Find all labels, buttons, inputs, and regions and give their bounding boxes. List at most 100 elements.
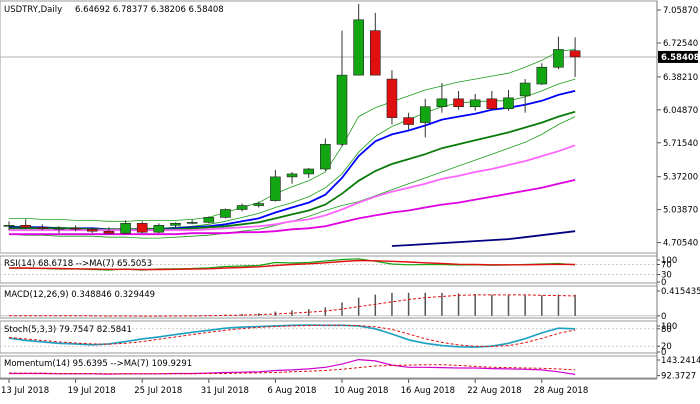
candle — [53, 226, 65, 234]
candle — [503, 89, 514, 111]
candle-body — [270, 176, 281, 201]
candle-body — [453, 98, 464, 108]
candle — [369, 12, 381, 76]
macd-panel: MACD(12,26,9) 0.348846 0.329449 — [0, 290, 657, 317]
rsi-tick-label: 100 — [661, 256, 677, 266]
candle-body — [369, 30, 381, 76]
stoch-tick-label: 80 — [661, 325, 672, 335]
candle-body — [553, 49, 564, 68]
date-tick-label: 10 Aug 2018 — [334, 386, 388, 396]
date-tick-label: 22 Aug 2018 — [467, 386, 521, 396]
price-tick-label: 7.05870 — [663, 6, 698, 16]
candle — [270, 169, 281, 202]
candle-body — [569, 50, 581, 58]
candle — [236, 203, 248, 212]
rsi-tick-label: 70 — [661, 261, 672, 271]
momentum-line — [9, 358, 576, 375]
last-price-label: 6.58408 — [661, 53, 700, 63]
candle-body — [203, 217, 215, 223]
stoch-tick-label: 20 — [661, 342, 672, 352]
candle-body — [320, 143, 331, 170]
candle-body — [36, 226, 48, 229]
date-tick-label: 25 Jul 2018 — [134, 386, 182, 396]
candle — [353, 4, 364, 76]
date-tick-label: 19 Jul 2018 — [68, 386, 116, 396]
momentum-tick-label: 92.3727 — [661, 372, 696, 382]
candle — [403, 112, 414, 130]
date-tick-label: 31 Jul 2018 — [201, 386, 249, 396]
candle-body — [20, 225, 31, 228]
candle-body — [419, 106, 431, 123]
candle-body — [236, 205, 248, 210]
overlay-line-6 — [9, 179, 576, 236]
candle — [419, 98, 431, 138]
candle-body — [70, 227, 81, 230]
indicator-panels: RSI(14) 68.6718 -->MA(7) 65.5053 MACD(12,… — [0, 258, 657, 375]
price-axis: 7.05870 6.72540 6.38210 6.04870 5.71540 5.372… — [657, 6, 700, 249]
candle — [120, 220, 131, 235]
candle — [70, 225, 81, 232]
rsi-label: RSI(14) 68.6718 -->MA(7) 65.5053 — [4, 259, 152, 269]
stoch-panel: Stoch(5,3,3) 79.7547 82.5841 — [0, 324, 657, 348]
stoch-signal-line — [8, 324, 576, 348]
stoch-tick-label: 0 — [661, 348, 666, 358]
candle-body — [253, 203, 265, 206]
candle — [136, 221, 148, 234]
candle-body — [136, 223, 148, 233]
candle-body — [3, 225, 15, 227]
price-tick-label: 6.72540 — [663, 39, 698, 49]
stoch-tick-label: 100 — [661, 322, 677, 332]
candle-body — [386, 78, 398, 118]
overlay-line-0 — [9, 49, 576, 222]
candle — [320, 138, 331, 171]
momentum-signal-line — [9, 364, 576, 375]
rsi-tick-label: 30 — [661, 271, 672, 281]
candle-body — [303, 168, 315, 175]
candle — [536, 63, 548, 86]
candle-body — [436, 98, 448, 108]
price-tick-label: 4.70540 — [663, 239, 698, 249]
chart-header-symbol: USDTRY,Daily — [4, 5, 62, 15]
stoch-label: Stoch(5,3,3) 79.7547 82.5841 — [4, 325, 132, 335]
candle — [303, 168, 315, 178]
candle — [519, 79, 531, 113]
candle-body — [170, 223, 181, 226]
candle — [203, 216, 215, 224]
candle-body — [220, 209, 231, 218]
candle — [36, 224, 48, 231]
candle — [569, 37, 581, 77]
candlesticks — [3, 4, 581, 235]
candle-body — [103, 230, 115, 234]
candle-body — [536, 66, 548, 85]
candle-body — [120, 223, 131, 234]
candle — [386, 70, 398, 125]
candle-body — [503, 97, 514, 110]
date-tick-label: 6 Aug 2018 — [267, 386, 316, 396]
candle — [336, 30, 348, 147]
date-tick-label: 28 Aug 2018 — [534, 386, 588, 396]
rsi-signal-line — [9, 259, 576, 271]
chart-header-values: 6.64692 6.78377 6.38206 6.58408 — [75, 5, 224, 15]
momentum-label: Momentum(14) 95.6395 -->MA(7) 109.9291 — [4, 359, 192, 369]
candle — [220, 208, 231, 219]
macd-label: MACD(12,26,9) 0.348846 0.329449 — [4, 290, 155, 300]
candle-body — [486, 98, 498, 110]
candle — [286, 171, 298, 184]
price-tick-label: 5.37200 — [663, 173, 698, 183]
date-axis: 13 Jul 2018 19 Jul 2018 25 Jul 2018 31 Jul … — [1, 379, 588, 396]
candle — [20, 219, 31, 230]
candle — [453, 90, 464, 110]
candle-body — [336, 74, 348, 145]
candle-body — [186, 222, 198, 224]
momentum-panel: Momentum(14) 95.6395 -->MA(7) 109.9291 — [4, 358, 576, 375]
candle — [103, 227, 115, 235]
last-price-box — [658, 50, 698, 63]
moving-average-overlays — [8, 49, 576, 247]
price-tick-label: 5.71540 — [663, 139, 698, 149]
price-tick-label: 6.38210 — [663, 73, 698, 83]
macd-tick-label: 0.415435 — [661, 287, 700, 297]
candle — [553, 36, 564, 70]
rsi-panel: RSI(14) 68.6718 -->MA(7) 65.5053 — [0, 258, 657, 275]
candle — [469, 93, 481, 111]
